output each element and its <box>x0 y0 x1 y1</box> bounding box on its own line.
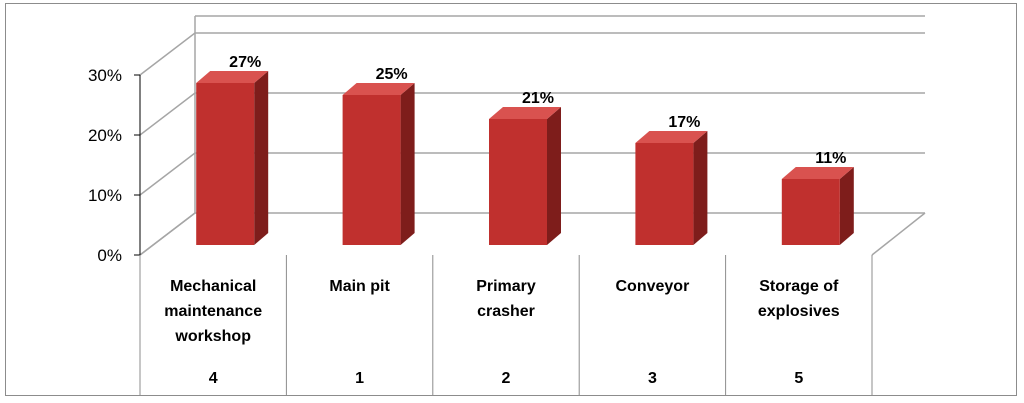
category-label: Mechanical <box>170 278 256 295</box>
bar-front-face <box>489 119 547 245</box>
bar <box>489 107 561 245</box>
category-code: 4 <box>209 370 218 387</box>
bar-top-face <box>781 167 854 179</box>
category-code: 5 <box>794 370 803 387</box>
category-label: Storage of <box>759 278 839 295</box>
bar-top-face <box>196 71 269 83</box>
data-label: 17% <box>668 114 700 131</box>
category-label: explosives <box>758 303 840 320</box>
category-code: 1 <box>355 370 364 387</box>
floor-right-edge <box>871 212 926 256</box>
bar <box>635 131 708 245</box>
y-axis: 0% 10% 20% 30% <box>88 66 141 265</box>
bar-top-face <box>342 83 415 95</box>
bar-side-face <box>254 71 269 245</box>
category-label: Conveyor <box>616 278 690 295</box>
bar-side-face <box>839 167 854 245</box>
data-label: 27% <box>229 54 261 71</box>
y-tick-label: 10% <box>88 186 122 205</box>
bar <box>342 83 415 245</box>
bar-front-face <box>635 143 694 245</box>
y-tick-label: 30% <box>88 66 122 85</box>
bar-front-face <box>342 95 401 245</box>
y-tick-label: 0% <box>97 246 122 265</box>
gridline <box>139 92 925 136</box>
bars <box>196 71 854 245</box>
data-labels: 27% 25% 21% 17% 11% <box>229 54 846 167</box>
data-label: 21% <box>522 90 554 107</box>
gridline <box>139 32 925 76</box>
bar-side-face <box>400 83 415 245</box>
category-code: 3 <box>648 370 657 387</box>
bar-top-face <box>635 131 708 143</box>
bar-front-face <box>781 179 840 245</box>
category-code: 2 <box>502 370 511 387</box>
category-label: crasher <box>477 303 535 320</box>
bar <box>196 71 269 245</box>
y-tick-label: 20% <box>88 126 122 145</box>
bar-front-face <box>196 83 255 245</box>
data-label: 11% <box>815 150 846 167</box>
bar-side-face <box>547 107 561 245</box>
category-label: Main pit <box>329 278 390 295</box>
bar <box>781 167 854 245</box>
category-table: Mechanical maintenance workshop 4 Main pit 1 P… <box>139 255 873 396</box>
bar-top-face <box>489 107 561 119</box>
data-label: 25% <box>376 66 408 83</box>
bar-side-face <box>693 131 708 245</box>
category-label: workshop <box>174 328 251 345</box>
category-label: maintenance <box>164 303 262 320</box>
category-label: Primary <box>476 278 536 295</box>
